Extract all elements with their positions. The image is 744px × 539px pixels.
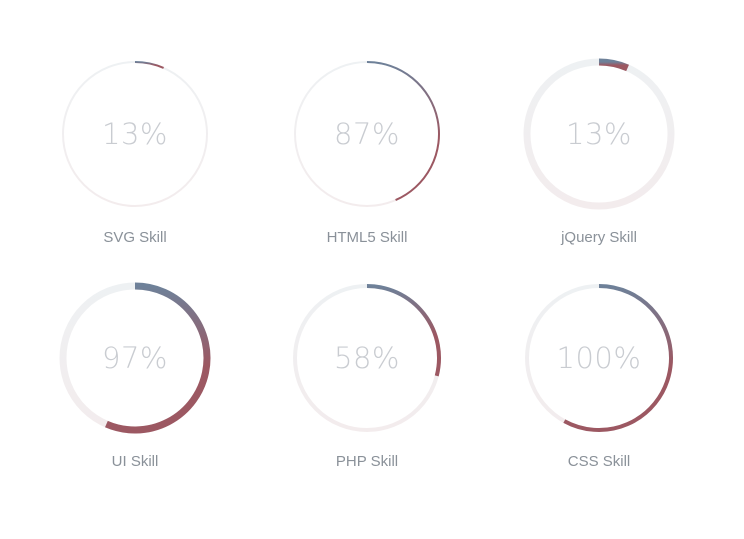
skill-ui-ring bbox=[59, 282, 211, 434]
skill-php-label: PHP Skill bbox=[335, 453, 399, 470]
skill-css: 100% CSS Skill bbox=[499, 258, 699, 469]
skill-html5-percentage: 87% bbox=[334, 117, 400, 151]
skill-ui: 97% UI Skill bbox=[35, 258, 235, 469]
skill-php-ring bbox=[293, 284, 441, 432]
skill-ui-label: UI Skill bbox=[111, 453, 159, 470]
skill-svg-label: SVG Skill bbox=[103, 229, 167, 246]
skill-css-label: CSS Skill bbox=[567, 453, 631, 470]
skill-svg-percentage: 13% bbox=[102, 117, 168, 151]
skill-svg-ring bbox=[62, 61, 208, 207]
skill-svg-progress-arc bbox=[134, 61, 164, 69]
skill-css-ring bbox=[525, 284, 673, 432]
skill-jquery-percentage: 13% bbox=[566, 117, 632, 151]
skill-ui-percentage: 97% bbox=[102, 341, 168, 375]
skill-html5: 87% HTML5 Skill bbox=[267, 34, 467, 245]
skill-jquery-label: jQuery Skill bbox=[561, 229, 637, 246]
skill-jquery-ring bbox=[523, 58, 675, 210]
skill-php-progress-arc bbox=[366, 284, 441, 377]
skill-svg: 13% SVG Skill bbox=[35, 34, 235, 245]
skill-html5-ring bbox=[294, 61, 440, 207]
skill-ui-progress-arc bbox=[105, 282, 211, 434]
skill-html5-label: HTML5 Skill bbox=[326, 229, 408, 246]
skill-php-percentage: 58% bbox=[334, 341, 400, 375]
skill-php: 58% PHP Skill bbox=[267, 258, 467, 469]
skill-html5-progress-arc bbox=[366, 61, 440, 201]
skill-css-progress-arc bbox=[563, 284, 673, 432]
skill-jquery-progress-arc bbox=[598, 58, 629, 72]
skill-jquery: 13% jQuery Skill bbox=[499, 34, 699, 245]
skill-css-percentage: 100% bbox=[556, 341, 642, 375]
